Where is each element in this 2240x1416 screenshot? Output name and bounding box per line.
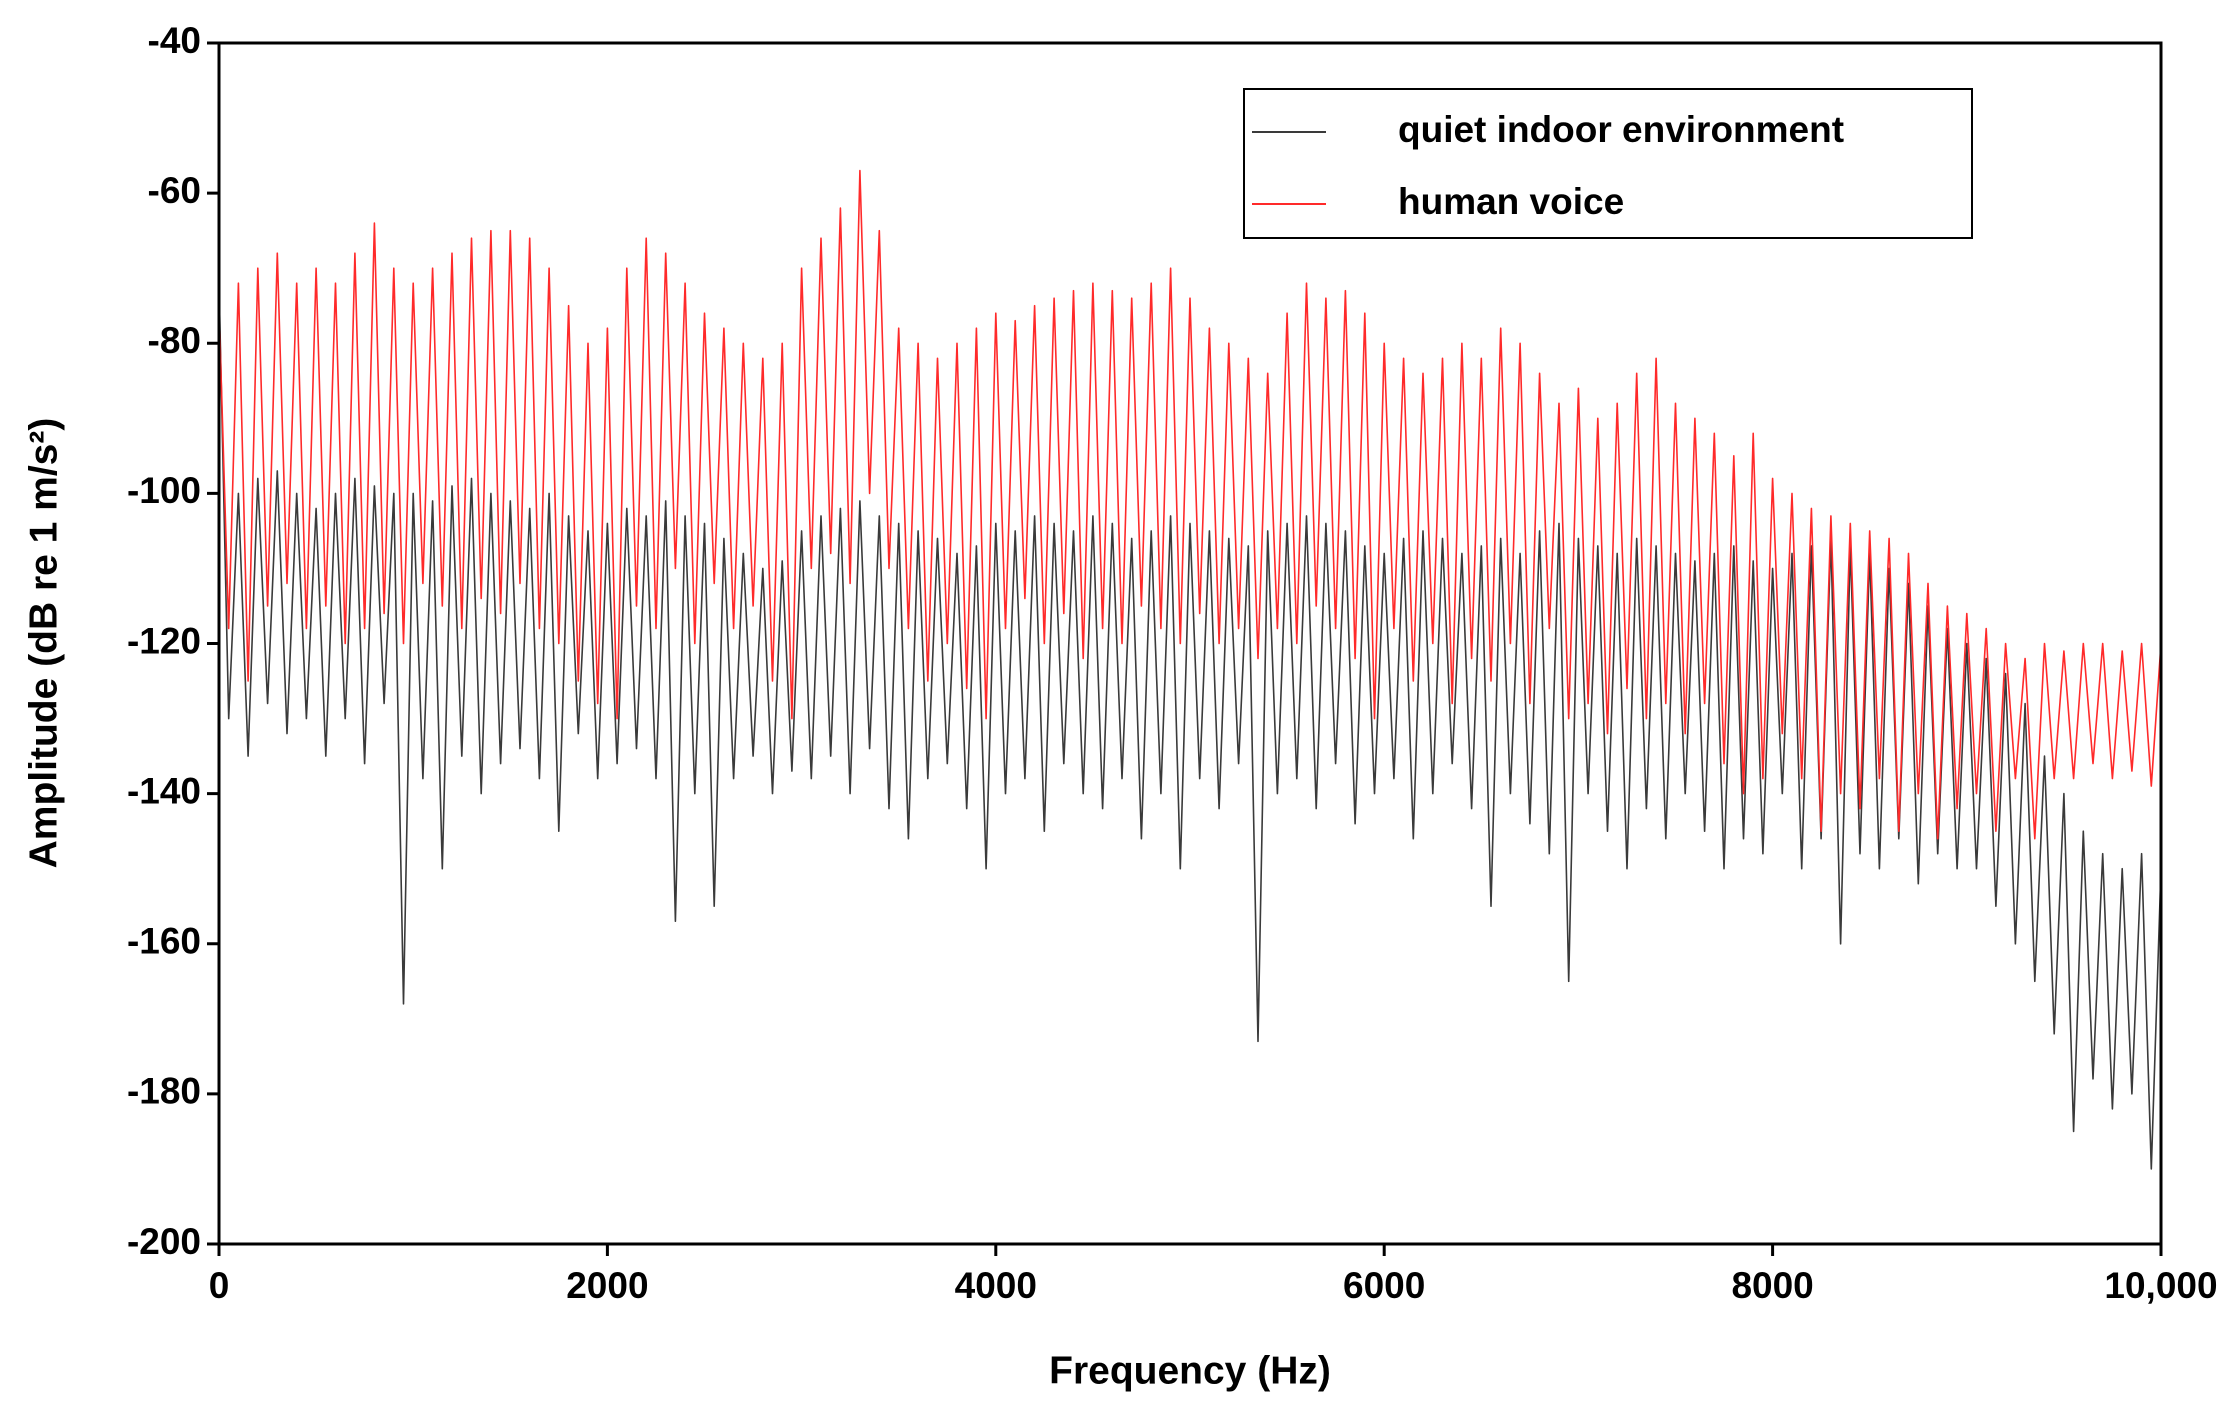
y-axis-title: Amplitude (dB re 1 m/s²) bbox=[22, 418, 65, 869]
y-tick-label: -80 bbox=[148, 320, 201, 361]
y-tick-label: -40 bbox=[148, 20, 201, 61]
y-tick-label: -200 bbox=[127, 1221, 201, 1262]
legend-label: quiet indoor environment bbox=[1398, 109, 1844, 150]
y-tick-label: -160 bbox=[127, 921, 201, 962]
y-tick-label: -180 bbox=[127, 1071, 201, 1112]
x-tick-label: 6000 bbox=[1343, 1265, 1425, 1306]
series-line bbox=[219, 169, 2161, 840]
y-tick-label: -60 bbox=[148, 170, 201, 211]
x-axis-title: Frequency (Hz) bbox=[1049, 1349, 1331, 1392]
x-tick-label: 0 bbox=[209, 1265, 230, 1306]
y-tick-label: -100 bbox=[127, 470, 201, 511]
x-tick-label: 10,000 bbox=[2104, 1265, 2217, 1306]
legend-box bbox=[1243, 88, 1973, 239]
y-tick-label: -140 bbox=[127, 770, 201, 811]
legend-label: human voice bbox=[1398, 181, 1624, 222]
y-tick-label: -120 bbox=[127, 620, 201, 661]
x-tick-label: 4000 bbox=[955, 1265, 1037, 1306]
series-line bbox=[219, 283, 2161, 1170]
x-tick-label: 2000 bbox=[566, 1265, 648, 1306]
x-tick-label: 8000 bbox=[1731, 1265, 1813, 1306]
